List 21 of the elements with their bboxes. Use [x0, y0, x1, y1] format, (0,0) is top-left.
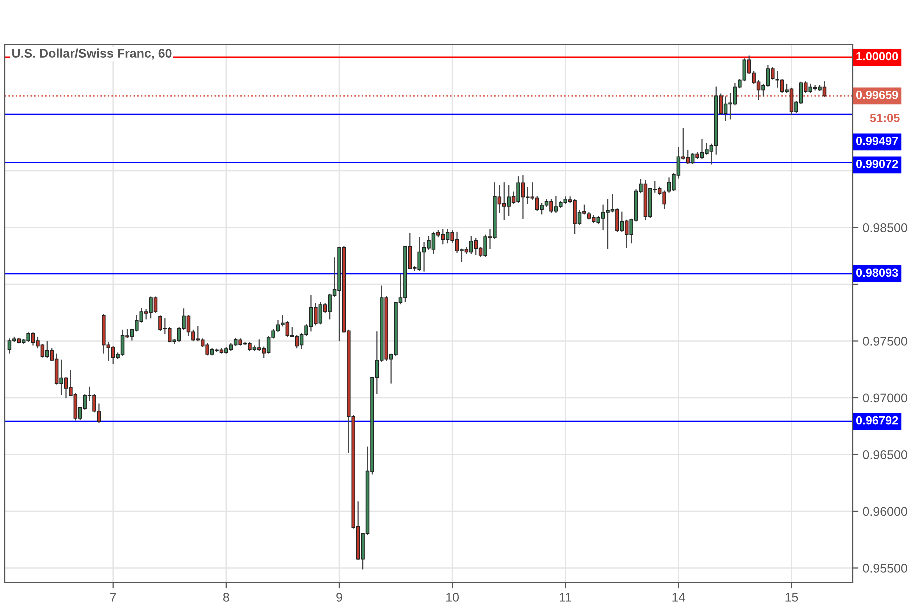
y-tick-label: 0.95500 — [863, 564, 908, 573]
ref-line-label: 0.99072 — [856, 160, 898, 168]
ref-line-label: 0.98093 — [856, 268, 898, 278]
x-tick-label: 9 — [336, 593, 342, 602]
x-tick-label: 10 — [446, 593, 460, 602]
ref-line-label: 0.99497 — [856, 137, 898, 146]
ref-line-label: 0.99659 — [856, 91, 898, 100]
x-tick-label: 8 — [223, 593, 230, 602]
x-tick-label: 7 — [110, 593, 116, 602]
y-tick-label: 0.96500 — [863, 450, 908, 460]
x-tick-label: 14 — [672, 593, 686, 602]
y-tick-label: 0.96000 — [863, 507, 908, 516]
text: 51:05 — [870, 114, 900, 122]
y-tick-label: 0.97500 — [863, 337, 908, 346]
x-tick-label: 15 — [786, 593, 798, 602]
ref-line-label: 0.96792 — [856, 416, 898, 425]
x-tick-label: 11 — [560, 593, 572, 602]
y-tick-label: 0.97000 — [863, 394, 908, 403]
y-tick-label: 0.98500 — [863, 224, 908, 232]
chart-title: U.S. Dollar/Swiss Franc, 60 — [12, 48, 172, 60]
ref-line-label: 1.00000 — [856, 52, 898, 61]
